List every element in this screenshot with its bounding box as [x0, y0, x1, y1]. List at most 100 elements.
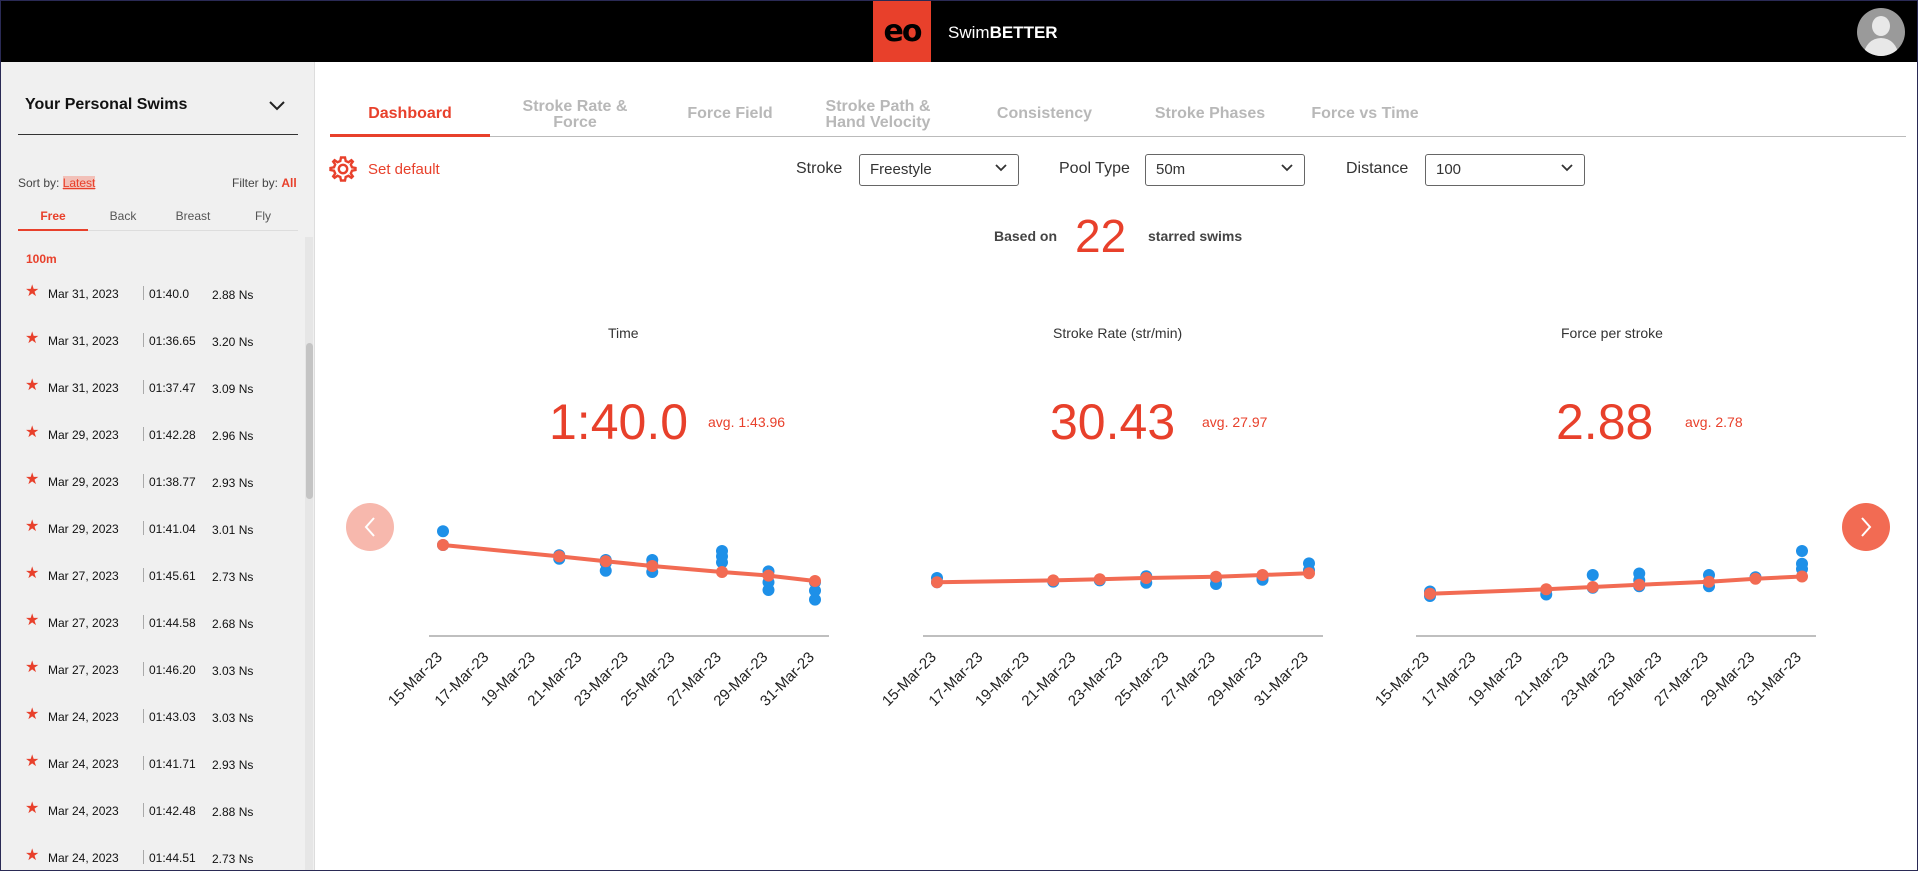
- chevron-down-icon: [994, 160, 1008, 176]
- stroke-tab-fly[interactable]: Fly: [228, 205, 298, 231]
- trend-point[interactable]: [1256, 569, 1269, 581]
- trend-point[interactable]: [762, 569, 775, 582]
- trend-point[interactable]: [931, 576, 943, 589]
- swim-list-item[interactable]: ★ Mar 31, 2023 01:36.65 3.20 Ns: [25, 331, 295, 378]
- swim-force: 3.09 Ns: [212, 382, 254, 396]
- trend-point[interactable]: [1303, 567, 1315, 580]
- tab-dashboard[interactable]: Dashboard: [368, 105, 452, 122]
- stroke-tabs: Free Back Breast Fly: [18, 205, 298, 231]
- metric-title-stroke-rate: Stroke Rate (str/min): [1053, 325, 1183, 341]
- pool-type-select[interactable]: 50m: [1145, 154, 1305, 186]
- tab-stroke-path-hand-velocity[interactable]: Stroke Path & Hand Velocity: [825, 98, 931, 131]
- swim-time: 01:38.77: [149, 475, 196, 489]
- data-point[interactable]: [716, 545, 728, 557]
- trend-point[interactable]: [1703, 575, 1715, 588]
- trend-point[interactable]: [1586, 581, 1599, 593]
- trend-point[interactable]: [1424, 587, 1436, 600]
- separator: [143, 709, 144, 723]
- swim-time: 01:40.0: [149, 287, 190, 301]
- swim-list-item[interactable]: ★ Mar 31, 2023 01:37.47 3.09 Ns: [25, 378, 295, 425]
- previous-button[interactable]: [346, 503, 394, 551]
- separator: [143, 803, 144, 817]
- sort-value[interactable]: Latest: [62, 176, 96, 190]
- trend-point[interactable]: [1633, 578, 1646, 591]
- stroke-select[interactable]: Freestyle: [859, 154, 1019, 186]
- tab-force-vs-time[interactable]: Force vs Time: [1311, 105, 1419, 122]
- trend-point[interactable]: [1796, 570, 1808, 583]
- star-icon[interactable]: ★: [25, 471, 40, 488]
- swim-list-item[interactable]: ★ Mar 29, 2023 01:38.77 2.93 Ns: [25, 472, 295, 519]
- trend-point[interactable]: [599, 555, 612, 568]
- eo-logo[interactable]: eo: [873, 1, 931, 62]
- user-avatar[interactable]: [1857, 8, 1905, 56]
- set-default-button[interactable]: Set default: [368, 161, 440, 178]
- trend-point[interactable]: [809, 575, 821, 587]
- stroke-tab-breast[interactable]: Breast: [158, 205, 228, 231]
- tab-stroke-rate-force[interactable]: Stroke Rate & Force: [522, 98, 628, 131]
- swim-time: 01:42.48: [149, 804, 196, 818]
- tab-consistency[interactable]: Consistency: [996, 105, 1093, 122]
- star-icon[interactable]: ★: [25, 424, 40, 441]
- distance-select[interactable]: 100: [1425, 154, 1585, 186]
- swim-list-item[interactable]: ★ Mar 31, 2023 01:40.0 2.88 Ns: [25, 284, 295, 331]
- swim-list-item[interactable]: ★ Mar 24, 2023 01:41.71 2.93 Ns: [25, 754, 295, 801]
- swim-list-item[interactable]: ★ Mar 27, 2023 01:45.61 2.73 Ns: [25, 566, 295, 613]
- filter-value[interactable]: All: [281, 176, 297, 190]
- trend-point[interactable]: [646, 560, 659, 572]
- swim-list-item[interactable]: ★ Mar 27, 2023 01:44.58 2.68 Ns: [25, 613, 295, 660]
- starred-swims-label: starred swims: [1148, 228, 1243, 244]
- swim-list-item[interactable]: ★ Mar 24, 2023 01:43.03 3.03 Ns: [25, 707, 295, 754]
- gear-icon[interactable]: [329, 155, 357, 183]
- swim-time: 01:37.47: [149, 381, 196, 395]
- star-icon[interactable]: ★: [25, 377, 40, 394]
- separator: [143, 615, 144, 629]
- star-icon[interactable]: ★: [25, 847, 40, 864]
- star-icon[interactable]: ★: [25, 330, 40, 347]
- star-icon[interactable]: ★: [25, 659, 40, 676]
- chevron-down-icon[interactable]: [269, 98, 285, 114]
- chevron-left-icon: [364, 517, 375, 537]
- tab-stroke-phases[interactable]: Stroke Phases: [1154, 105, 1266, 122]
- trend-point[interactable]: [1093, 573, 1106, 586]
- trend-point[interactable]: [1540, 583, 1553, 596]
- swim-list-item[interactable]: ★ Mar 29, 2023 01:41.04 3.01 Ns: [25, 519, 295, 566]
- tab-force-field[interactable]: Force Field: [687, 105, 773, 122]
- data-point[interactable]: [437, 525, 449, 538]
- brand-suffix: BETTER: [989, 23, 1058, 42]
- stroke-tab-back[interactable]: Back: [88, 205, 158, 231]
- pool-type-label: Pool Type: [1059, 160, 1130, 177]
- swim-list-item[interactable]: ★ Mar 27, 2023 01:46.20 3.03 Ns: [25, 660, 295, 707]
- star-icon[interactable]: ★: [25, 753, 40, 770]
- trend-point[interactable]: [716, 566, 728, 578]
- trend-point[interactable]: [1210, 570, 1222, 583]
- star-icon[interactable]: ★: [25, 800, 40, 817]
- avatar-head-icon: [1872, 16, 1890, 36]
- time-chart: 15-Mar-2317-Mar-2319-Mar-2321-Mar-2323-M…: [385, 525, 829, 710]
- trend-point[interactable]: [1140, 572, 1153, 584]
- star-icon[interactable]: ★: [25, 518, 40, 535]
- swim-list-item[interactable]: ★ Mar 24, 2023 01:44.51 2.73 Ns: [25, 847, 295, 870]
- separator: [143, 333, 144, 347]
- trend-point[interactable]: [437, 539, 449, 551]
- star-icon[interactable]: ★: [25, 283, 40, 300]
- swim-time: 01:45.61: [149, 569, 196, 583]
- data-point[interactable]: [1796, 545, 1808, 557]
- next-button[interactable]: [1842, 503, 1890, 551]
- swim-list-item[interactable]: ★ Mar 29, 2023 01:42.28 2.96 Ns: [25, 425, 295, 472]
- data-point[interactable]: [809, 584, 821, 597]
- trend-point[interactable]: [1749, 572, 1762, 585]
- stroke-tab-free[interactable]: Free: [18, 205, 88, 231]
- scrollbar-track[interactable]: [305, 237, 313, 870]
- swim-list-item[interactable]: ★ Mar 24, 2023 01:42.48 2.88 Ns: [25, 801, 295, 848]
- scrollbar-thumb[interactable]: [306, 343, 313, 499]
- trend-point[interactable]: [553, 550, 566, 563]
- data-point[interactable]: [1586, 569, 1599, 581]
- star-icon[interactable]: ★: [25, 565, 40, 582]
- data-point[interactable]: [809, 593, 821, 606]
- star-icon[interactable]: ★: [25, 706, 40, 723]
- trend-point[interactable]: [1047, 574, 1060, 587]
- logo-text: eo: [883, 14, 923, 49]
- swim-time: 01:41.71: [149, 757, 196, 771]
- star-icon[interactable]: ★: [25, 612, 40, 629]
